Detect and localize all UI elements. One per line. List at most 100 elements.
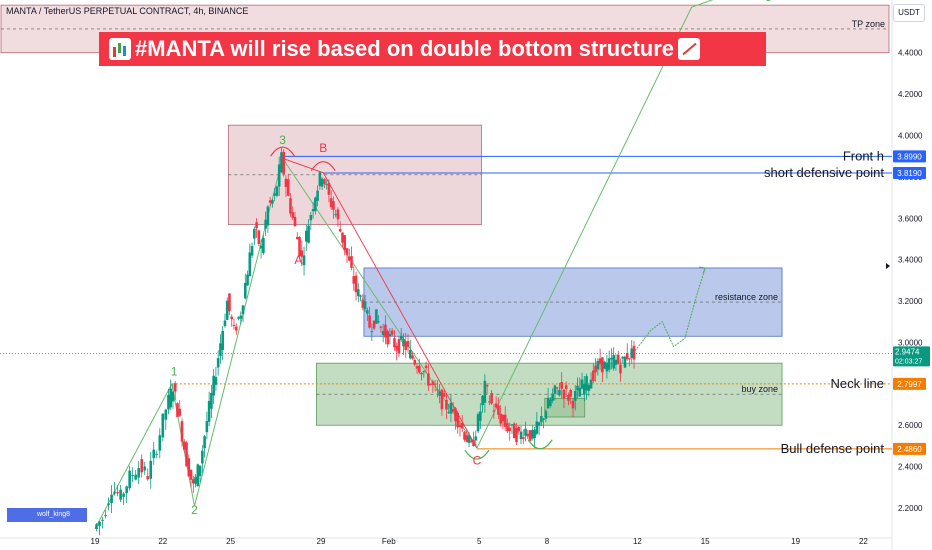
x-tick-label: 29 [317, 537, 326, 546]
candle-body [98, 521, 101, 527]
projection-arrowhead [699, 266, 706, 274]
candle-body [485, 385, 489, 387]
candle-body [508, 427, 512, 431]
idea-title-text: #MANTA will rise based on double bottom … [135, 36, 675, 61]
zone-label: resistance zone [715, 292, 778, 302]
candle-body [497, 405, 500, 415]
candle-body [370, 331, 374, 333]
candle-body [411, 355, 414, 359]
x-tick-label: 12 [633, 537, 642, 546]
pattern-arc [270, 146, 296, 157]
candle-body [576, 385, 579, 391]
candle-body [472, 440, 475, 446]
candle-body [612, 355, 615, 369]
candle-body [286, 179, 290, 196]
candle-body [210, 392, 213, 409]
candle-body [544, 411, 548, 419]
y-tick-label: 3.6000 [898, 214, 923, 223]
candle-body [143, 466, 147, 471]
candle-body [110, 494, 113, 504]
candle-body [567, 394, 570, 401]
candle-body [334, 214, 337, 216]
candle-body [305, 230, 308, 242]
candle-body [241, 305, 245, 315]
candle-body [451, 409, 455, 412]
candle-body [101, 519, 104, 521]
candle-body [415, 366, 419, 369]
candle-body [230, 316, 234, 320]
bar-chart-icon [109, 38, 131, 60]
candle-body [214, 377, 218, 385]
candle-body [531, 430, 534, 439]
candle-body [540, 416, 543, 423]
candle-body [483, 380, 487, 403]
current-price-value: 2.9474 [895, 347, 920, 356]
candle-body [521, 437, 525, 439]
candle-body [329, 198, 333, 208]
x-tick-label: 22 [158, 537, 167, 546]
candle-body [397, 339, 401, 354]
candle-body [533, 429, 536, 439]
candle-body [571, 400, 575, 409]
level-price-tag-text: 3.8990 [897, 152, 922, 161]
candle-body [481, 395, 484, 406]
candle-body [386, 330, 389, 345]
x-tick-label: 5 [477, 537, 482, 546]
level-price-tag [893, 442, 926, 455]
candle-body [255, 222, 258, 229]
candle-body [207, 400, 211, 422]
candle-body [375, 309, 378, 324]
candle-body [192, 479, 195, 484]
candle-body [413, 359, 417, 365]
candle-body [158, 435, 162, 451]
candle-body [580, 379, 584, 389]
candle-body [122, 493, 125, 497]
candle-body [347, 256, 351, 261]
candle-body [456, 412, 460, 428]
candle-body [582, 383, 586, 395]
candle-body [232, 324, 236, 326]
zone-label: buy zone [742, 384, 779, 394]
candle-body [257, 230, 261, 244]
candle-body [246, 274, 249, 286]
candle-body [429, 383, 432, 385]
candle-body [152, 449, 156, 459]
wave-label: A [294, 253, 302, 267]
candle-body [248, 252, 252, 277]
x-tick-label: 15 [701, 537, 710, 546]
candle-body [295, 236, 299, 240]
bar-countdown: 02:03:27 [895, 358, 922, 365]
candle-body [381, 331, 385, 336]
currency-button[interactable]: USDT [893, 4, 925, 22]
candle-body [146, 476, 150, 480]
candle-body [399, 335, 403, 340]
x-tick-label: 8 [545, 537, 550, 546]
symbol-title: MANTA / TetherUS PERPETUAL CONTRACT, 4h,… [6, 6, 249, 16]
candle-body [352, 276, 356, 284]
candle-body [379, 326, 383, 328]
candle-body [113, 491, 116, 494]
candle-body [309, 214, 313, 221]
candle-body [298, 237, 301, 256]
candle-body [161, 413, 165, 438]
candle-body [259, 245, 263, 249]
wave-label: B [319, 141, 327, 155]
candle-body [104, 515, 107, 517]
pattern-arc [527, 439, 553, 450]
candle-body [323, 179, 326, 184]
candle-body [596, 360, 600, 370]
candle-body [390, 330, 394, 335]
zone-box [316, 362, 783, 426]
candle-body [216, 358, 220, 368]
candle-body [436, 389, 439, 391]
chart-increasing-icon [678, 38, 701, 60]
candle-body [134, 474, 137, 480]
candle-body [203, 436, 206, 449]
candle-body [573, 390, 577, 401]
candle-body [528, 430, 532, 441]
candle-body [551, 393, 554, 401]
x-tick-label: 22 [859, 537, 868, 546]
candle-body [603, 361, 606, 369]
y-tick-label: 3.2000 [898, 297, 923, 306]
candle-body [219, 343, 222, 357]
